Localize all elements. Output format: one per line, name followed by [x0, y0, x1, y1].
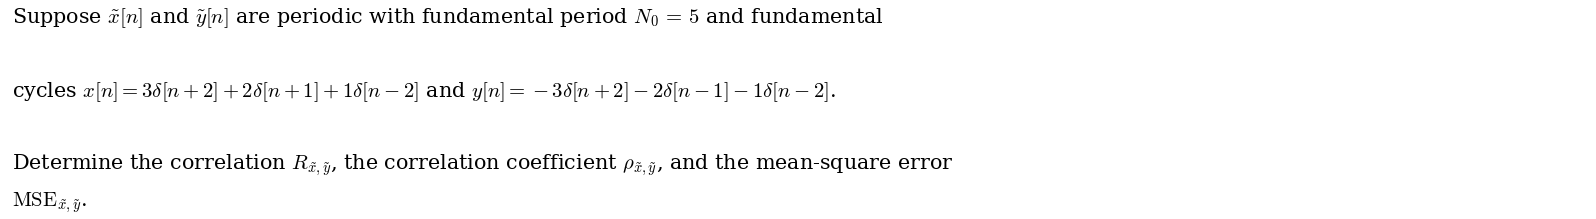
Text: Determine the correlation $R_{\tilde{x},\tilde{y}}$, the correlation coefficient: Determine the correlation $R_{\tilde{x},…	[13, 152, 953, 178]
Text: cycles $x[n] = 3\delta[n+2] + 2\delta[n+1] + 1\delta[n-2]$ and $y[n] = -3\delta[: cycles $x[n] = 3\delta[n+2] + 2\delta[n+…	[13, 80, 835, 104]
Text: $\mathrm{MSE}_{\tilde{x},\tilde{y}}$.: $\mathrm{MSE}_{\tilde{x},\tilde{y}}$.	[13, 190, 88, 215]
Text: Suppose $\tilde{x}[n]$ and $\tilde{y}[n]$ are periodic with fundamental period $: Suppose $\tilde{x}[n]$ and $\tilde{y}[n]…	[13, 7, 883, 30]
